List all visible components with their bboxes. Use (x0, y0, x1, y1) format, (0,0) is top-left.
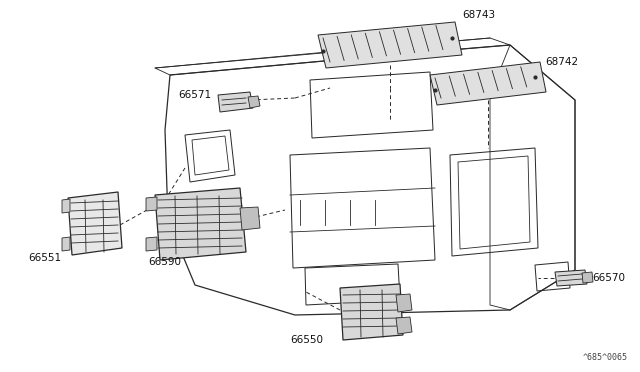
Text: 66590: 66590 (148, 257, 181, 267)
Polygon shape (555, 270, 587, 286)
Polygon shape (396, 294, 412, 312)
Text: 66570: 66570 (592, 273, 625, 283)
Text: 68742: 68742 (545, 57, 578, 67)
Polygon shape (582, 272, 593, 283)
Text: 66551: 66551 (28, 253, 61, 263)
Polygon shape (155, 188, 246, 260)
Polygon shape (396, 317, 412, 334)
Polygon shape (340, 284, 403, 340)
Text: 68743: 68743 (462, 10, 495, 20)
Polygon shape (62, 199, 70, 213)
Polygon shape (146, 237, 157, 251)
Text: 66550: 66550 (290, 335, 323, 345)
Polygon shape (318, 22, 462, 68)
Polygon shape (430, 62, 546, 105)
Polygon shape (146, 197, 157, 211)
Text: ^685^0065: ^685^0065 (583, 353, 628, 362)
Polygon shape (240, 207, 260, 230)
Polygon shape (62, 237, 70, 251)
Polygon shape (218, 92, 253, 112)
Polygon shape (68, 192, 122, 255)
Text: 66571: 66571 (178, 90, 211, 100)
Polygon shape (248, 96, 260, 108)
